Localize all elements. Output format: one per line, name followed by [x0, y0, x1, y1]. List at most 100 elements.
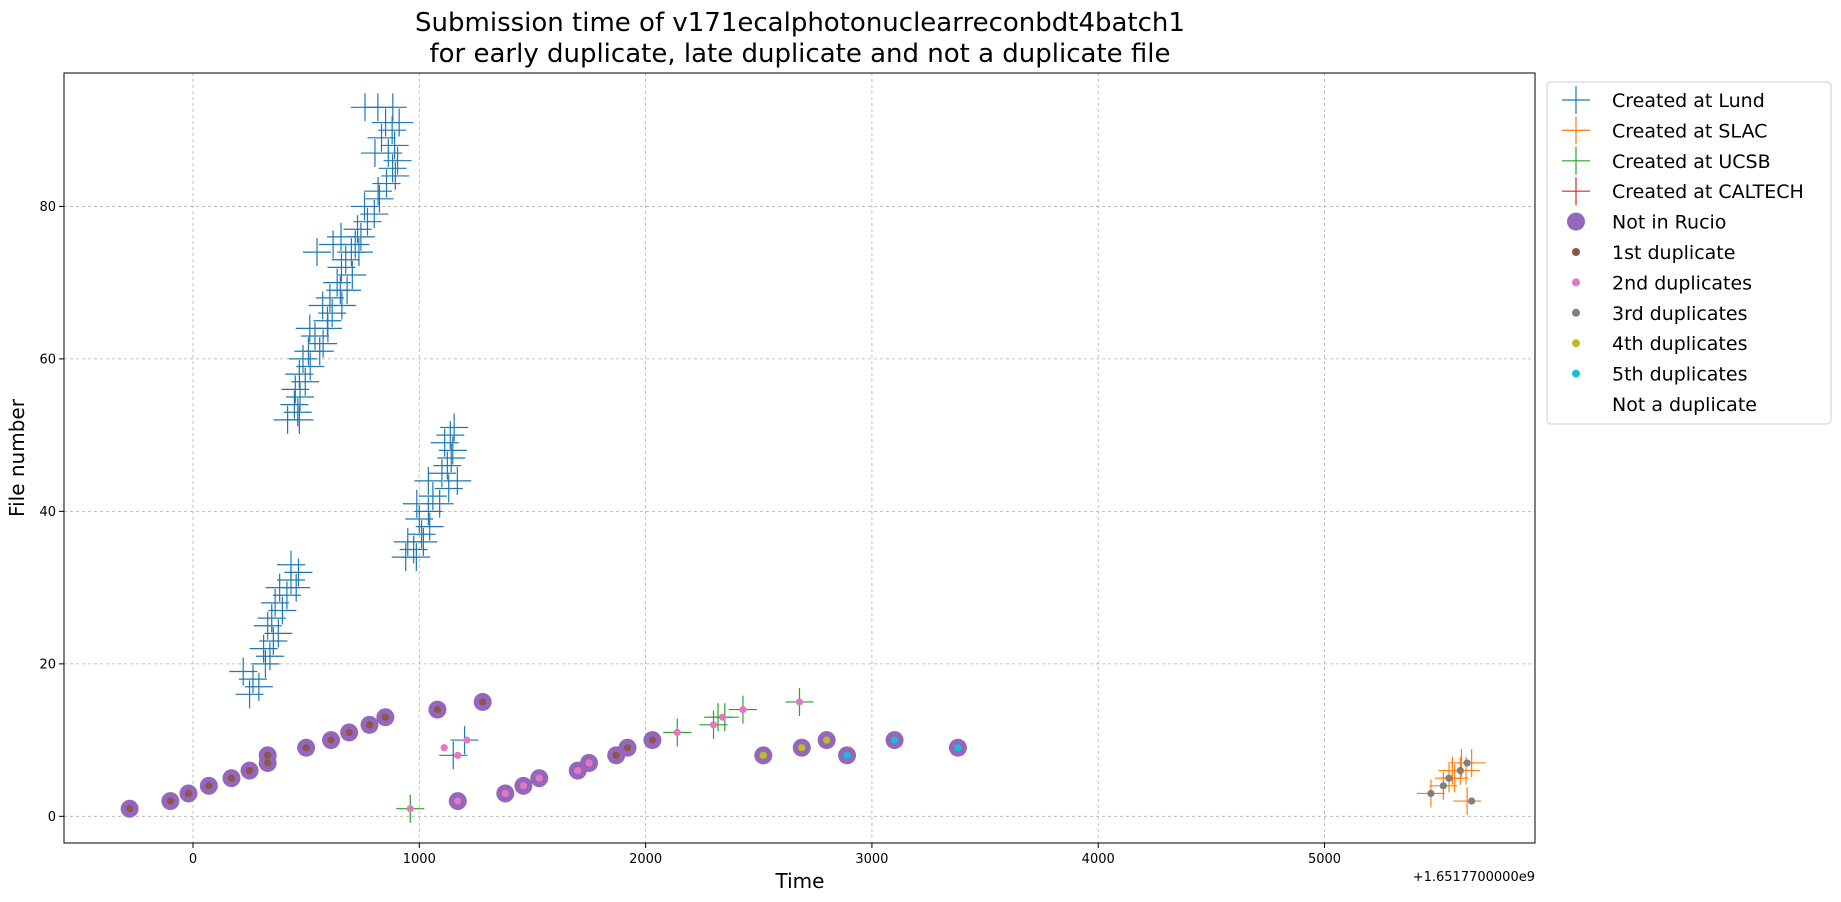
lund-point	[259, 626, 288, 655]
slac-point	[1453, 787, 1482, 816]
y-tick-label: 60	[39, 352, 56, 367]
legend-label: 5th duplicates	[1612, 364, 1747, 386]
y-tick-label: 0	[48, 810, 56, 825]
second-duplicate-point	[718, 713, 727, 721]
second-duplicate-series	[406, 698, 804, 813]
lund-point	[346, 222, 375, 251]
lund-point	[285, 405, 314, 434]
lund-point	[443, 466, 472, 495]
lund-point	[331, 245, 360, 274]
lund-point	[281, 375, 310, 404]
lund-point	[276, 550, 305, 579]
lund-point	[434, 474, 463, 503]
legend-entry: 5th duplicates	[1572, 364, 1747, 386]
lund-point	[285, 360, 314, 389]
legend-cross-marker	[1562, 86, 1590, 114]
lund-point	[264, 619, 293, 648]
lund-point	[333, 276, 362, 305]
first-duplicate-point	[433, 705, 442, 714]
first-duplicate-point	[365, 721, 374, 729]
slac-series	[1416, 748, 1486, 816]
legend-dot-marker	[1572, 339, 1580, 348]
x-tick-label: 2000	[629, 852, 662, 867]
lund-point	[405, 504, 434, 533]
lund-point	[300, 322, 329, 351]
legend-label: Created at SLAC	[1612, 120, 1767, 142]
second-duplicate-point	[585, 759, 593, 767]
lund-point	[295, 314, 324, 343]
lund-point	[415, 512, 444, 541]
first-duplicate-point	[345, 728, 353, 737]
fourth-duplicate-point	[798, 744, 806, 752]
first-duplicate-point	[623, 744, 632, 752]
first-duplicate-point	[381, 713, 389, 721]
third-duplicate-point	[1427, 789, 1435, 798]
lund-point	[374, 139, 403, 168]
legend-entry: Created at SLAC	[1562, 116, 1767, 145]
third-duplicate-series	[1427, 759, 1476, 805]
legend-entry: 1st duplicate	[1572, 242, 1735, 264]
data-marks	[120, 93, 1486, 823]
lund-point	[303, 238, 332, 267]
chart-title-line-1: Submission time of v171ecalphotonuclearr…	[415, 8, 1185, 38]
y-tick-label: 20	[39, 657, 56, 672]
lund-point	[350, 192, 379, 221]
lund-point	[427, 459, 456, 488]
fourth-duplicate-point	[759, 751, 767, 759]
legend-cross-marker	[1562, 116, 1590, 145]
x-tick-label: 3000	[855, 852, 888, 867]
lund-point	[418, 482, 447, 511]
lund-point	[425, 489, 454, 518]
lund-point	[338, 261, 367, 290]
legend-entry: 4th duplicates	[1572, 333, 1747, 355]
plot-area-frame	[63, 72, 1536, 844]
x-offset-label: +1.6517700000e9	[1413, 870, 1535, 885]
legend-label: Created at UCSB	[1612, 151, 1771, 173]
legend-entry: Not a duplicate	[1612, 394, 1757, 416]
second-duplicate-point	[406, 805, 414, 813]
chart-title-line-2: for early duplicate, late duplicate and …	[429, 39, 1170, 69]
lund-point	[365, 184, 394, 213]
first-duplicate-point	[205, 782, 213, 790]
lund-point	[437, 444, 466, 472]
x-tick-label: 1000	[403, 852, 436, 867]
lund-point	[440, 413, 469, 442]
lund-point	[353, 207, 382, 236]
lund-point	[433, 451, 462, 480]
lund-point	[291, 367, 320, 396]
legend-cross-marker	[1562, 146, 1590, 175]
lund-point	[255, 642, 284, 671]
lund-point	[414, 466, 443, 495]
first-duplicate-point	[327, 736, 335, 744]
lund-point	[323, 268, 352, 297]
x-tick-label: 0	[189, 852, 197, 867]
first-duplicate-point	[184, 789, 193, 798]
second-duplicate-point	[463, 736, 471, 744]
lund-point	[284, 558, 313, 587]
legend-label: 2nd duplicates	[1612, 272, 1752, 294]
first-duplicate-point	[648, 736, 657, 744]
second-duplicate-point	[795, 698, 804, 706]
legend-dot-marker	[1572, 369, 1580, 378]
lund-point	[409, 527, 438, 556]
legend-dot-marker	[1572, 248, 1580, 256]
lund-point	[378, 154, 407, 183]
legend-cross-marker	[1562, 177, 1590, 206]
first-duplicate-point	[479, 698, 487, 706]
lund-point	[238, 665, 267, 694]
first-duplicate-point	[126, 805, 134, 813]
first-duplicate-point	[612, 751, 620, 759]
legend-entry: Created at UCSB	[1562, 146, 1771, 175]
legend-label: Not a duplicate	[1612, 394, 1757, 416]
second-duplicate-point	[454, 797, 462, 805]
lund-point	[327, 253, 356, 282]
lund-point	[296, 352, 325, 381]
second-duplicate-point	[739, 705, 747, 714]
legend-entry: Not in Rucio	[1567, 212, 1726, 234]
lund-point	[430, 428, 459, 457]
grid	[64, 73, 1535, 843]
legend-label: Created at CALTECH	[1612, 181, 1804, 203]
x-axis-label: Time	[775, 869, 825, 893]
lund-point	[327, 291, 356, 320]
